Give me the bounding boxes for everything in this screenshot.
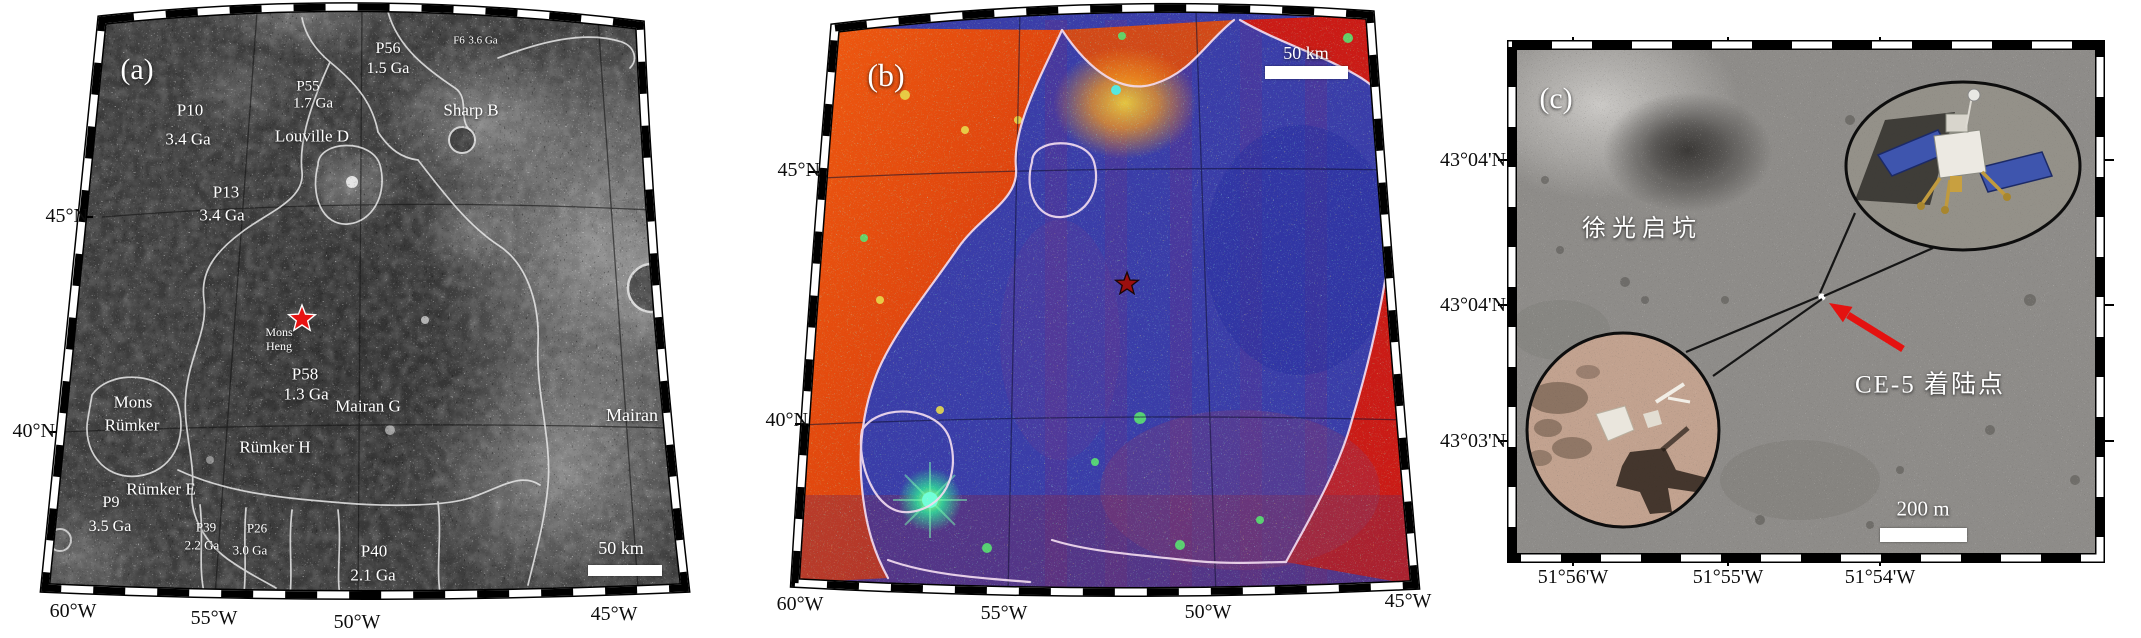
ce5-landing-site-label: CE-5 着陆点 — [1854, 371, 2006, 399]
panel-a-scale-bar — [588, 565, 662, 576]
landing-site-star-icon — [286, 303, 318, 332]
panel-c-lat-0: 43°04'N — [1439, 149, 1506, 171]
panel-a-tag: (a) — [120, 53, 154, 86]
unit-age-p56: 1.5 Ga — [366, 60, 410, 77]
landing-site-star-icon — [1113, 270, 1141, 296]
panel-b-scale-bar — [1265, 66, 1348, 79]
panel-c-lon-0: 51°56'W — [1537, 566, 1609, 588]
unit-label-p56: P56 — [375, 40, 401, 57]
panel-a-lon-50w: 50°W — [333, 611, 381, 633]
panel-a-lon-45w: 45°W — [590, 603, 638, 625]
panel-a-lon-55w: 55°W — [190, 607, 238, 629]
panel-a-lon-60w: 60°W — [49, 600, 97, 622]
panel-c-lon-2: 51°54'W — [1844, 566, 1916, 588]
panel-b-graticule — [799, 9, 1409, 593]
unit-label-f6: F6 — [453, 34, 465, 47]
panel-c-scale-bar — [1880, 528, 1967, 542]
panel-c-scale-label: 200 m — [1896, 496, 1950, 521]
feature-label-rumker-h: Rümker H — [239, 437, 311, 457]
unit-age-p55: 1.7 Ga — [293, 95, 333, 112]
feature-label-mons-heng-1: Mons — [265, 325, 293, 339]
lander-legs — [1920, 170, 2008, 209]
feature-label-rumker-e: Rümker E — [126, 479, 196, 499]
feature-label-mons-heng-2: Heng — [266, 339, 292, 353]
panel-b-tag: (b) — [867, 57, 905, 93]
rock-fragment — [1595, 405, 1635, 442]
feature-label-louville-d: Louville D — [274, 126, 350, 146]
panel-b-border — [789, 2, 1421, 598]
unit-label-p9: P9 — [102, 494, 120, 511]
surface-inset-frame — [1525, 331, 1721, 529]
surface-inset-photo — [1527, 333, 1719, 527]
panel-a-scale-label: 50 km — [598, 538, 644, 558]
panel-c-lon-1: 51°55'W — [1692, 566, 1764, 588]
panel-b-lon-60w: 60°W — [776, 593, 824, 615]
unit-age-p13: 3.4 Ga — [199, 205, 245, 225]
unit-label-p13: P13 — [212, 182, 240, 202]
lander-inset-frame — [1844, 80, 2082, 252]
unit-label-p10: P10 — [176, 100, 204, 120]
regolith-marks — [1528, 365, 1600, 466]
unit-age-p9: 3.5 Ga — [88, 518, 132, 535]
unit-age-f6: 3.6 Ga — [468, 34, 498, 47]
panel-b-scale-label: 50 km — [1283, 43, 1329, 63]
panel-c-tag: (c) — [1539, 82, 1573, 115]
panel-c-lat-1: 43°04'N — [1439, 294, 1506, 316]
feature-label-mons-rumker-1: Mons — [113, 392, 153, 412]
unit-age-p58: 1.3 Ga — [283, 384, 329, 404]
panel-c-border — [1507, 40, 2105, 563]
panel-c-lat-2: 43°03'N — [1439, 430, 1506, 452]
feature-label-mairan-g: Mairan G — [335, 396, 401, 416]
panel-b-lat-40n: 40°N — [765, 409, 808, 431]
unit-label-p58: P58 — [291, 364, 319, 384]
sampler-arm — [1654, 382, 1686, 404]
unit-age-p39: 2.2 Ga — [184, 537, 220, 553]
panel-a-graticule — [61, 7, 669, 596]
panel-c-map — [1512, 45, 2100, 558]
xu-guangqi-crater-label: 徐光启坑 — [1582, 216, 1702, 242]
landing-site-arrow-icon — [1829, 303, 1905, 352]
panel-a-map — [45, 7, 685, 596]
panel-b-map — [795, 7, 1415, 593]
feature-label-mairan: Mairan — [606, 405, 658, 425]
feature-label-mons-rumker-2: Rümker — [104, 415, 160, 435]
panel-a-lat-40n: 40°N — [12, 420, 55, 442]
panel-a-border — [39, 2, 691, 600]
panel-a-lat-45n: 45°N — [45, 205, 88, 227]
unit-age-p10: 3.4 Ga — [165, 129, 211, 149]
unit-age-p40: 2.1 Ga — [350, 565, 396, 585]
panel-b-lon-50w: 50°W — [1184, 601, 1232, 623]
panel-b-lon-45w: 45°W — [1384, 590, 1432, 612]
unit-label-p39: P39 — [195, 519, 217, 535]
lander-body — [1933, 129, 1987, 179]
solar-panel-right — [1976, 151, 2054, 193]
unit-age-p26: 3.0 Ga — [232, 542, 268, 558]
panel-b-lat-45n: 45°N — [777, 159, 820, 181]
panel-a-unit-outlines — [86, 11, 636, 596]
inset-pointer-lines — [1685, 212, 1934, 377]
unit-label-p40: P40 — [360, 541, 388, 561]
lander-shadow-on-surface — [1616, 448, 1708, 514]
unit-label-p26: P26 — [246, 520, 268, 536]
panel-b-lon-55w: 55°W — [980, 602, 1028, 624]
unit-label-p55: P55 — [296, 78, 320, 95]
lander-inset-photo — [1846, 82, 2080, 250]
feature-label-sharp-b: Sharp B — [443, 100, 499, 120]
